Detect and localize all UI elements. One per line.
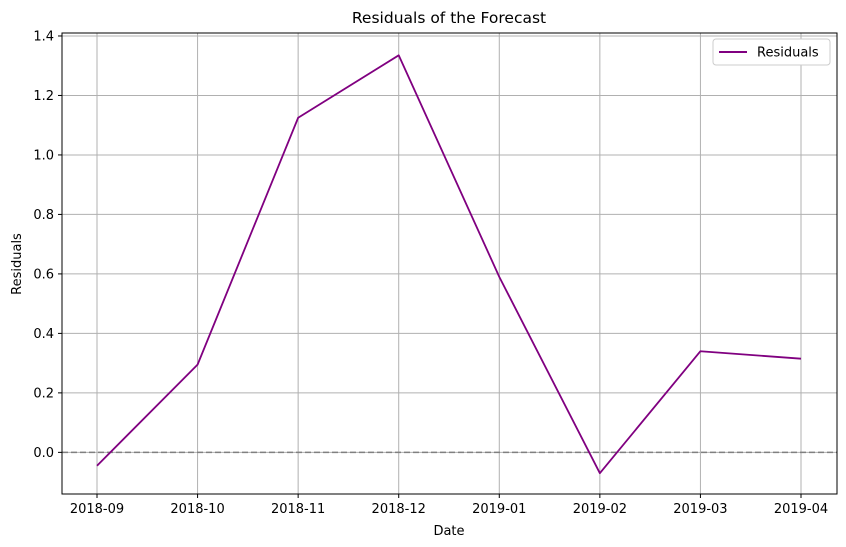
y-tick-label: 1.2 (33, 89, 54, 104)
y-tick-label: 0.4 (33, 327, 54, 342)
y-tick-label: 0.6 (33, 267, 54, 282)
x-tick-label: 2019-03 (673, 502, 727, 517)
series-line (96, 54, 802, 475)
x-tick-label: 2018-09 (70, 502, 124, 517)
legend: Residuals (712, 38, 831, 66)
y-axis-ticks: 0.0 0.2 0.4 0.6 0.8 1.0 1.2 1.4 (33, 29, 62, 461)
y-tick-label: 0.2 (33, 386, 54, 401)
legend-box (712, 38, 831, 66)
series-residuals (96, 54, 802, 475)
plot-frame (61, 32, 838, 495)
y-axis-label: Residuals (10, 233, 25, 295)
x-tick-label: 2018-10 (170, 502, 224, 517)
legend-label-residuals: Residuals (757, 46, 819, 61)
y-tick-label: 0.0 (33, 446, 54, 461)
x-tick-label: 2019-01 (472, 502, 526, 517)
x-tick-label: 2018-11 (271, 502, 325, 517)
x-axis-ticks: 2018-09 2018-10 2018-11 2018-12 2019-01 2019-… (70, 494, 828, 517)
y-tick-label: 0.8 (33, 208, 54, 223)
grid (62, 33, 837, 494)
x-tick-label: 2018-12 (372, 502, 426, 517)
chart-title: Residuals of the Forecast (352, 9, 546, 27)
x-tick-label: 2019-04 (774, 502, 828, 517)
x-tick-label: 2019-02 (573, 502, 627, 517)
x-axis-label: Date (433, 524, 464, 539)
y-tick-label: 1.0 (33, 148, 54, 163)
y-tick-label: 1.4 (33, 29, 54, 44)
